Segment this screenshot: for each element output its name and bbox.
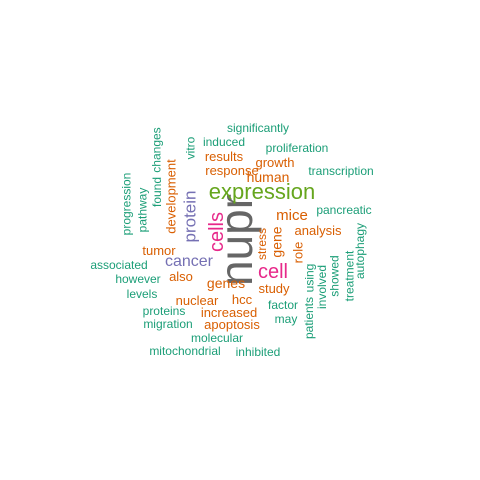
word-response: response xyxy=(205,162,259,178)
word-changes: changes xyxy=(150,127,164,173)
word-treatment: treatment xyxy=(341,250,356,302)
word-involved: involved xyxy=(315,264,329,310)
word-cell: cell xyxy=(257,261,288,283)
word-vitro: vitro xyxy=(182,136,197,160)
word-tumor: tumor xyxy=(142,242,176,258)
word-molecular: molecular xyxy=(190,331,244,345)
word-pathway: pathway xyxy=(134,187,149,233)
word-patients: patients xyxy=(302,296,316,340)
word-human: human xyxy=(246,169,290,185)
word-may: may xyxy=(274,312,298,326)
word-increased: increased xyxy=(200,304,258,320)
word-associated: associated xyxy=(90,258,148,272)
word-protein: protein xyxy=(180,190,200,242)
word-hcc: hcc xyxy=(231,291,253,307)
word-migration: migration xyxy=(143,317,193,331)
word-pancreatic: pancreatic xyxy=(316,203,372,217)
word-cells: cells xyxy=(205,211,228,253)
word-cancer: cancer xyxy=(164,253,214,270)
word-results: results xyxy=(204,148,244,164)
word-role: role xyxy=(290,241,306,263)
word-growth: growth xyxy=(255,154,295,170)
word-development: development xyxy=(163,158,179,234)
word-gene: gene xyxy=(269,226,285,258)
word-genes: genes xyxy=(206,275,246,291)
word-found: found xyxy=(150,176,164,208)
word-expression: expression xyxy=(208,179,316,204)
word-nuclear: nuclear xyxy=(175,292,219,308)
word-analysis: analysis xyxy=(294,222,342,238)
word-mice: mice xyxy=(276,206,308,224)
word-study: study xyxy=(258,280,290,296)
word-stress: stress xyxy=(254,227,269,261)
word-mitochondrial: mitochondrial xyxy=(149,344,221,358)
word-showed: showed xyxy=(328,255,342,297)
word-progression: progression xyxy=(118,172,133,236)
word-using: using xyxy=(302,263,316,293)
word-also: also xyxy=(169,268,193,284)
word-apoptosis: apoptosis xyxy=(204,316,260,332)
word-proliferation: proliferation xyxy=(265,141,329,155)
word-however: however xyxy=(115,272,161,286)
word-inhibited: inhibited xyxy=(235,345,281,359)
word-proteins: proteins xyxy=(142,304,186,318)
word-significantly: significantly xyxy=(226,121,290,135)
word-transcription: transcription xyxy=(308,164,374,178)
word-levels: levels xyxy=(126,287,158,301)
word-factor: factor xyxy=(267,298,298,312)
word-induced: induced xyxy=(202,135,246,149)
